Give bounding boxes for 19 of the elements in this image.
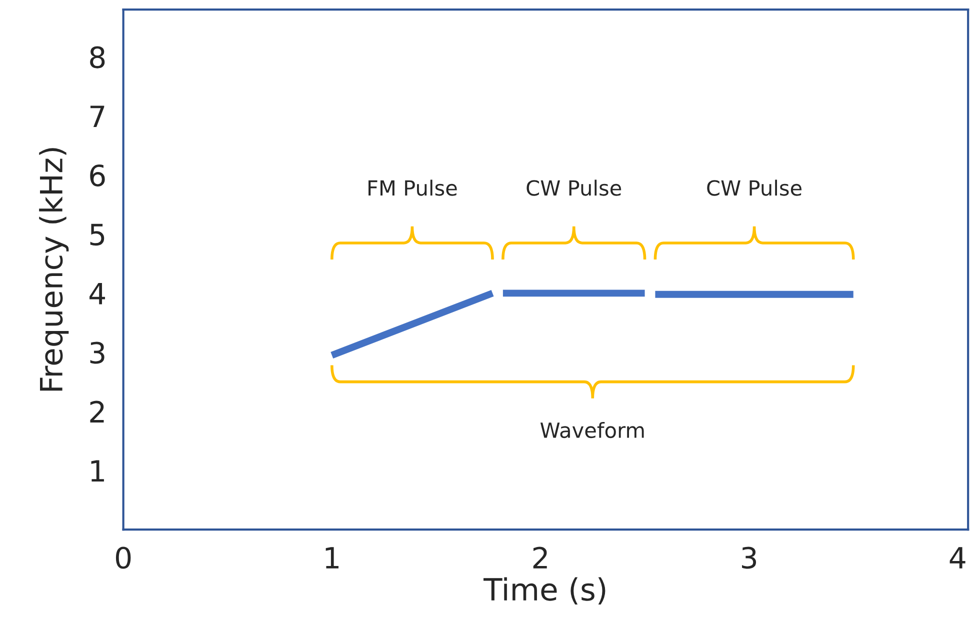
x-tick-label: 4: [950, 547, 966, 568]
y-tick-label: 5: [90, 224, 104, 246]
x-tick-label: 2: [533, 546, 547, 568]
y-tick-label: 7: [90, 106, 104, 128]
y-axis-title: Frequency (kHz): [39, 148, 69, 391]
y-tick-label: 1: [91, 460, 104, 482]
annotation: CW Pulse: [707, 180, 802, 196]
x-tick-label: 0: [116, 546, 131, 569]
y-tick-label: 3: [90, 342, 104, 364]
annotation: FM Pulse: [368, 180, 457, 196]
annotation: CW Pulse: [526, 180, 622, 196]
y-tick-label: 2: [90, 400, 104, 422]
y-tick-label: 4: [90, 283, 106, 304]
annotation: Waveform: [540, 422, 644, 438]
y-tick-label: 6: [90, 164, 105, 187]
x-axis-title: Time (s): [483, 577, 606, 604]
x-tick-label: 1: [326, 547, 338, 568]
y-tick-label: 8: [90, 46, 105, 68]
x-tick-label: 3: [742, 546, 756, 569]
